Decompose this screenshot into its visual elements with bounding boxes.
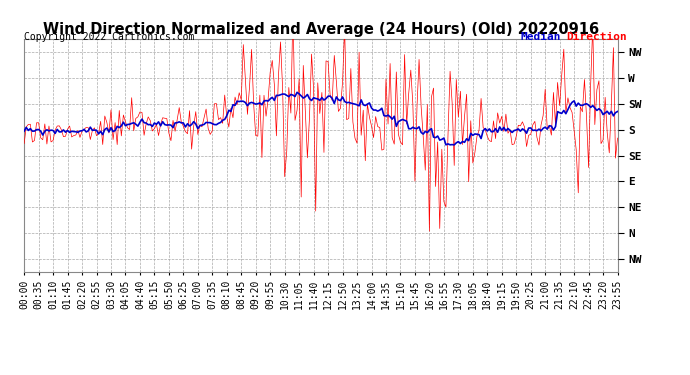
Text: Median: Median — [521, 32, 562, 42]
Text: Copyright 2022 Cartronics.com: Copyright 2022 Cartronics.com — [24, 32, 195, 42]
Title: Wind Direction Normalized and Average (24 Hours) (Old) 20220916: Wind Direction Normalized and Average (2… — [43, 22, 599, 37]
Text: Direction: Direction — [566, 32, 627, 42]
